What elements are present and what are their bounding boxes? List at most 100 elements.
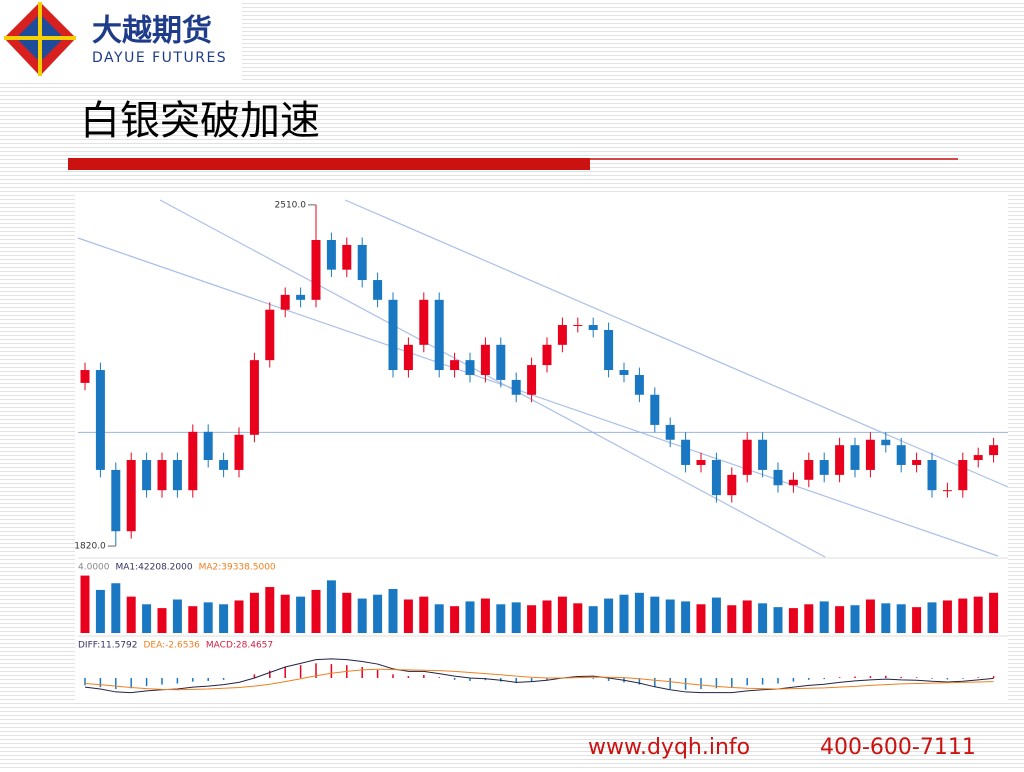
volume-bar	[265, 587, 275, 633]
volume-bar	[80, 575, 90, 633]
volume-bar	[788, 608, 798, 633]
candle-body	[142, 460, 152, 491]
candle-body	[942, 490, 952, 492]
volume-bar	[881, 603, 891, 633]
candle-body	[403, 344, 413, 371]
volume-bar	[280, 594, 290, 633]
candle-body	[265, 309, 275, 361]
volume-bar	[557, 596, 567, 633]
candle-body	[865, 439, 875, 470]
candle-body	[557, 325, 567, 345]
candle-body	[850, 445, 860, 470]
volume-bar	[619, 594, 629, 633]
volume-bar	[742, 600, 752, 633]
candle-body	[480, 344, 490, 375]
volume-label: MA1:42208.2000	[116, 563, 193, 573]
volume-bar	[711, 597, 721, 633]
candle-body	[989, 445, 999, 456]
candle-body	[927, 460, 937, 491]
candle-body	[973, 455, 983, 461]
macd-diff-line	[84, 658, 994, 694]
title-bar	[68, 158, 590, 170]
volume-bar	[912, 607, 922, 633]
footer-website: www.dyqh.info	[588, 735, 750, 760]
candle-body	[388, 299, 398, 371]
volume-bar	[342, 592, 352, 633]
candle-body	[203, 431, 213, 461]
volume-bar	[665, 599, 675, 633]
candle-body	[311, 239, 321, 300]
candle-body	[357, 244, 367, 281]
volume-bar	[958, 598, 968, 633]
channel-line	[344, 199, 1009, 488]
candle-body	[126, 460, 136, 532]
volume-bar	[511, 602, 521, 633]
candle-body	[172, 460, 182, 491]
volume-bar	[219, 604, 229, 633]
candle-body	[835, 445, 845, 475]
annotation-label: 1820.0	[74, 542, 106, 552]
candle-body	[434, 299, 444, 371]
volume-bar	[188, 606, 198, 633]
candle-body	[727, 474, 737, 496]
volume-bar	[942, 600, 952, 633]
volume-bar	[973, 596, 983, 633]
volume-bar	[373, 594, 383, 633]
volume-bar	[326, 580, 336, 633]
volume-bar	[588, 606, 598, 633]
candle-body	[527, 365, 537, 395]
candle-body	[496, 344, 506, 380]
volume-bar	[357, 598, 367, 633]
volume-bar	[126, 596, 136, 633]
volume-bar	[203, 602, 213, 633]
candle-body	[111, 469, 121, 532]
volume-bar	[249, 592, 259, 633]
volume-bar	[111, 583, 121, 633]
volume-bar	[804, 604, 814, 633]
volume-bar	[388, 588, 398, 633]
volume-bar	[927, 602, 937, 633]
volume-label: 4.0000	[78, 563, 110, 573]
macd-label: DEA:-2.6536	[144, 641, 201, 651]
chart: 2510.0 1820.0 4.0000 MA1:42208.2000 MA2:3933…	[74, 199, 1009, 694]
macd-label: MACD:28.4657	[206, 641, 273, 651]
volume-bar	[758, 603, 768, 633]
channel-line	[159, 199, 826, 558]
volume-bar	[681, 601, 691, 633]
volume-bar	[234, 600, 244, 633]
volume-bar	[172, 599, 182, 633]
candle-body	[819, 460, 829, 475]
volume-bar	[634, 592, 644, 633]
candle-body	[280, 294, 290, 310]
volume-label: MA2:39338.5000	[199, 563, 276, 573]
volume-bar	[480, 598, 490, 633]
candle-body	[742, 439, 752, 475]
volume-bar	[296, 596, 306, 633]
candle-body	[773, 469, 783, 486]
volume-bar	[403, 599, 413, 633]
candle-body	[234, 434, 244, 470]
slide-title: 白银突破加速	[80, 98, 320, 144]
volume-bar	[850, 605, 860, 633]
annotation-label: 2510.0	[275, 200, 307, 210]
candle-body	[419, 299, 429, 345]
candle-body	[634, 374, 644, 395]
volume-bar	[727, 605, 737, 633]
candle-body	[450, 360, 460, 371]
volume-bar	[573, 603, 583, 633]
candle-body	[342, 244, 352, 270]
candle-body	[80, 370, 90, 383]
candle-body	[511, 379, 521, 395]
brand-en: DAYUE FUTURES	[92, 50, 227, 66]
candle-body	[619, 370, 629, 375]
candle-body	[219, 460, 229, 470]
candle-body	[588, 325, 598, 330]
candle-body	[804, 460, 814, 480]
candle-body	[881, 439, 891, 446]
volume-bar	[311, 589, 321, 633]
volume-bar	[157, 608, 167, 633]
candle-body	[711, 460, 721, 496]
volume-bar	[95, 589, 105, 633]
